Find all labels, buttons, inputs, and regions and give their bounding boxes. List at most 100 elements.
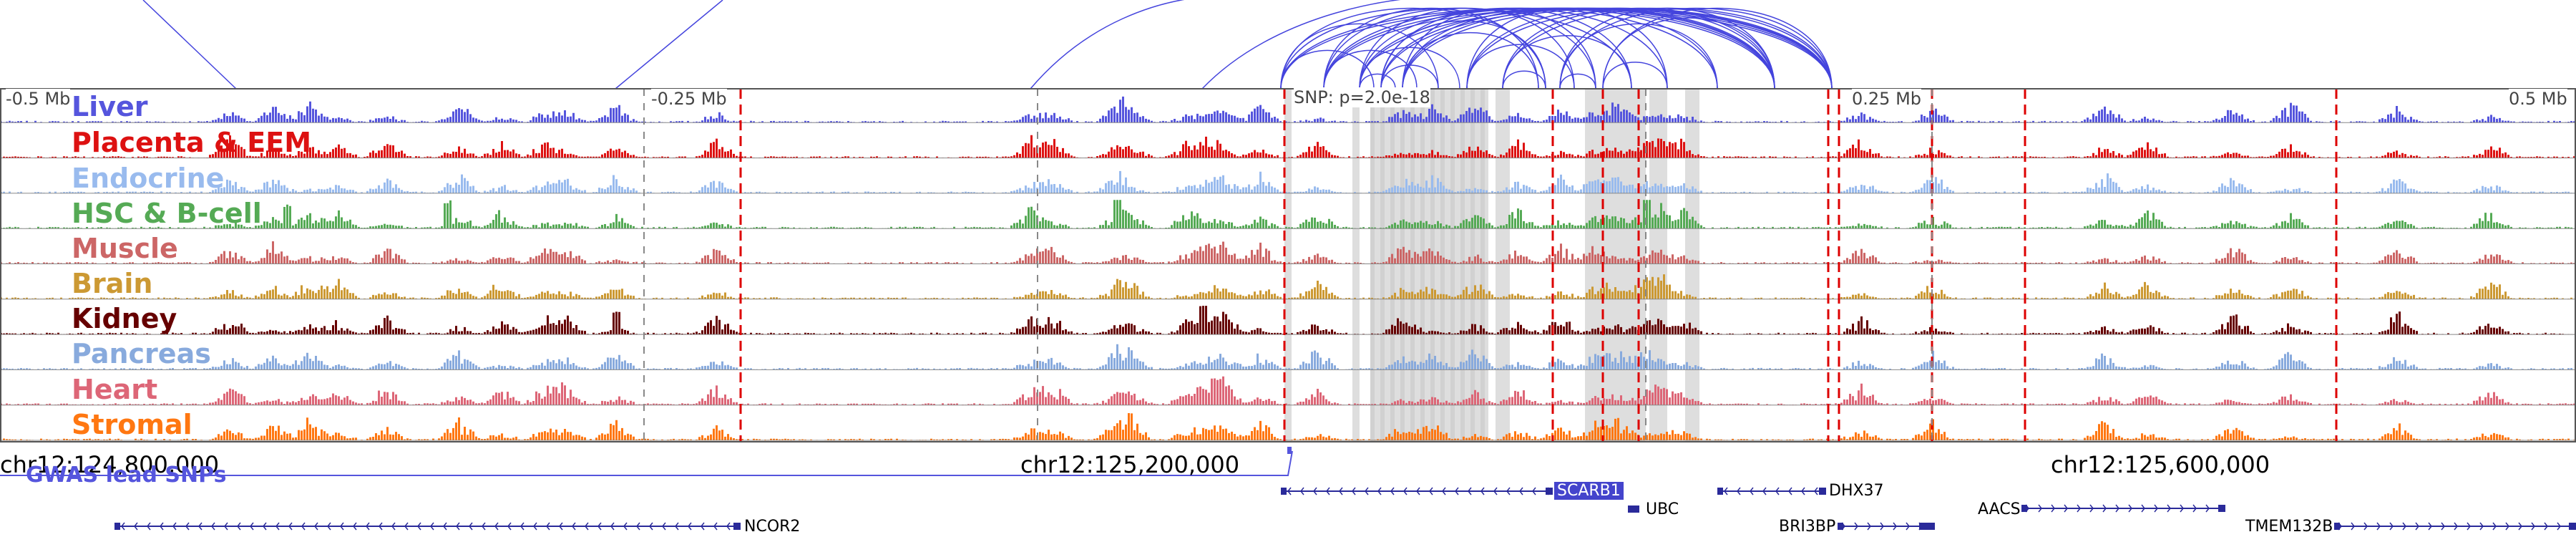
strand-arrow <box>1532 487 1536 495</box>
signal-area <box>0 241 2576 264</box>
strand-arrow <box>1750 487 1754 495</box>
track-label-heart: Heart <box>72 374 158 405</box>
strand-arrow <box>636 522 640 531</box>
strand-arrow <box>417 522 421 531</box>
strand-arrow <box>314 522 318 531</box>
strand-arrow <box>1801 487 1805 495</box>
strand-arrow <box>301 522 306 531</box>
strand-arrow <box>2544 522 2548 531</box>
highlight-band <box>1390 89 1395 442</box>
track-label-endocrine: Endocrine <box>72 163 225 194</box>
chromatin-loop <box>1280 7 1546 90</box>
strand-arrow <box>1390 487 1395 495</box>
strand-arrow <box>2467 522 2471 531</box>
strand-arrow <box>2557 522 2561 531</box>
gene-model-dhx37 <box>1717 487 1826 495</box>
strand-arrow <box>2492 522 2497 531</box>
strand-arrow <box>2531 522 2535 531</box>
highlight-band <box>1440 89 1445 442</box>
signal-track <box>0 135 2576 159</box>
chromatin-loop <box>1602 62 1668 90</box>
strand-arrow <box>288 522 293 531</box>
strand-arrow <box>482 522 486 531</box>
signal-track <box>0 376 2576 406</box>
strand-arrow <box>701 522 705 531</box>
strand-arrow <box>2205 504 2210 513</box>
strand-arrow <box>726 522 731 531</box>
strand-arrow <box>1724 487 1728 495</box>
strand-arrow <box>507 522 512 531</box>
strand-arrow <box>1788 487 1792 495</box>
highlight-band <box>1284 89 1292 442</box>
chromatin-loop <box>1030 0 1185 90</box>
strand-arrow <box>2402 522 2406 531</box>
strand-arrow <box>121 522 125 531</box>
strand-arrow <box>250 522 254 531</box>
signal-track <box>0 241 2576 264</box>
exon <box>2021 505 2027 512</box>
strand-arrow <box>224 522 228 531</box>
strand-arrow <box>572 522 576 531</box>
coordinate-label-left: chr12:124,800,000 <box>0 451 220 478</box>
chromatin-loop <box>1402 32 1539 90</box>
strand-arrow <box>559 522 563 531</box>
chromatin-loop <box>1323 7 1539 90</box>
coordinate-label-right: chr12:125,600,000 <box>2051 451 2270 478</box>
strand-arrow <box>2115 504 2119 513</box>
strand-arrow <box>520 522 525 531</box>
strand-arrow <box>1326 487 1330 495</box>
strand-arrow <box>160 522 164 531</box>
strand-arrow <box>2505 522 2509 531</box>
strand-arrow <box>688 522 692 531</box>
strand-arrow <box>1506 487 1511 495</box>
scale-label-right: 0.5 Mb <box>2509 89 2567 109</box>
strand-arrow <box>610 522 615 531</box>
strand-arrow <box>1893 522 1897 531</box>
chromatin-loop <box>1280 7 1632 90</box>
strand-arrow <box>340 522 344 531</box>
strand-arrow <box>2154 504 2158 513</box>
strand-arrow <box>546 522 550 531</box>
chromatin-loop <box>1502 7 1775 90</box>
highlight-band <box>1480 89 1485 442</box>
strand-arrow <box>585 522 589 531</box>
chromatin-loop <box>1559 7 1833 90</box>
track-label-kidney: Kidney <box>72 303 177 334</box>
highlight-band <box>1410 89 1415 442</box>
gwas-snp-connector <box>0 450 1293 476</box>
variant-lines <box>643 89 2338 442</box>
gwas-lead-snps-label: GWAS lead SNPs <box>26 463 227 488</box>
strand-arrow <box>134 522 138 531</box>
strand-arrow <box>366 522 370 531</box>
highlight-band <box>1370 89 1375 442</box>
chromatin-loop <box>615 0 723 90</box>
signal-track <box>0 96 2576 123</box>
highlight-band <box>1400 89 1405 442</box>
gene-model-tmem132b <box>2334 522 2576 531</box>
highlight-bands <box>1284 89 1699 442</box>
track-label-muscle: Muscle <box>72 233 178 264</box>
track-label-liver: Liver <box>72 91 148 122</box>
strand-arrow <box>1854 522 1858 531</box>
chromatin-loop <box>1602 17 1775 90</box>
gene-annotations <box>0 447 2576 531</box>
strand-arrow <box>430 522 434 531</box>
chromatin-loop <box>1201 0 1401 90</box>
exon <box>1838 523 1843 530</box>
exon <box>1281 488 1287 495</box>
highlight-band <box>1420 89 1425 442</box>
strand-arrow <box>443 522 447 531</box>
strand-arrow <box>1867 522 1871 531</box>
strand-arrow <box>2077 504 2081 513</box>
strand-arrow <box>172 522 177 531</box>
chromatin-loop <box>1402 8 1596 90</box>
chromatin-loop <box>1559 73 1596 90</box>
strand-arrow <box>1814 487 1818 495</box>
exon <box>114 523 120 530</box>
snp-pvalue-label: SNP: p=2.0e-18 <box>1294 87 1430 107</box>
signal-track <box>0 274 2576 300</box>
chromatin-loop <box>1502 70 1546 90</box>
highlight-band <box>1470 89 1475 442</box>
strand-arrow <box>1287 487 1292 495</box>
